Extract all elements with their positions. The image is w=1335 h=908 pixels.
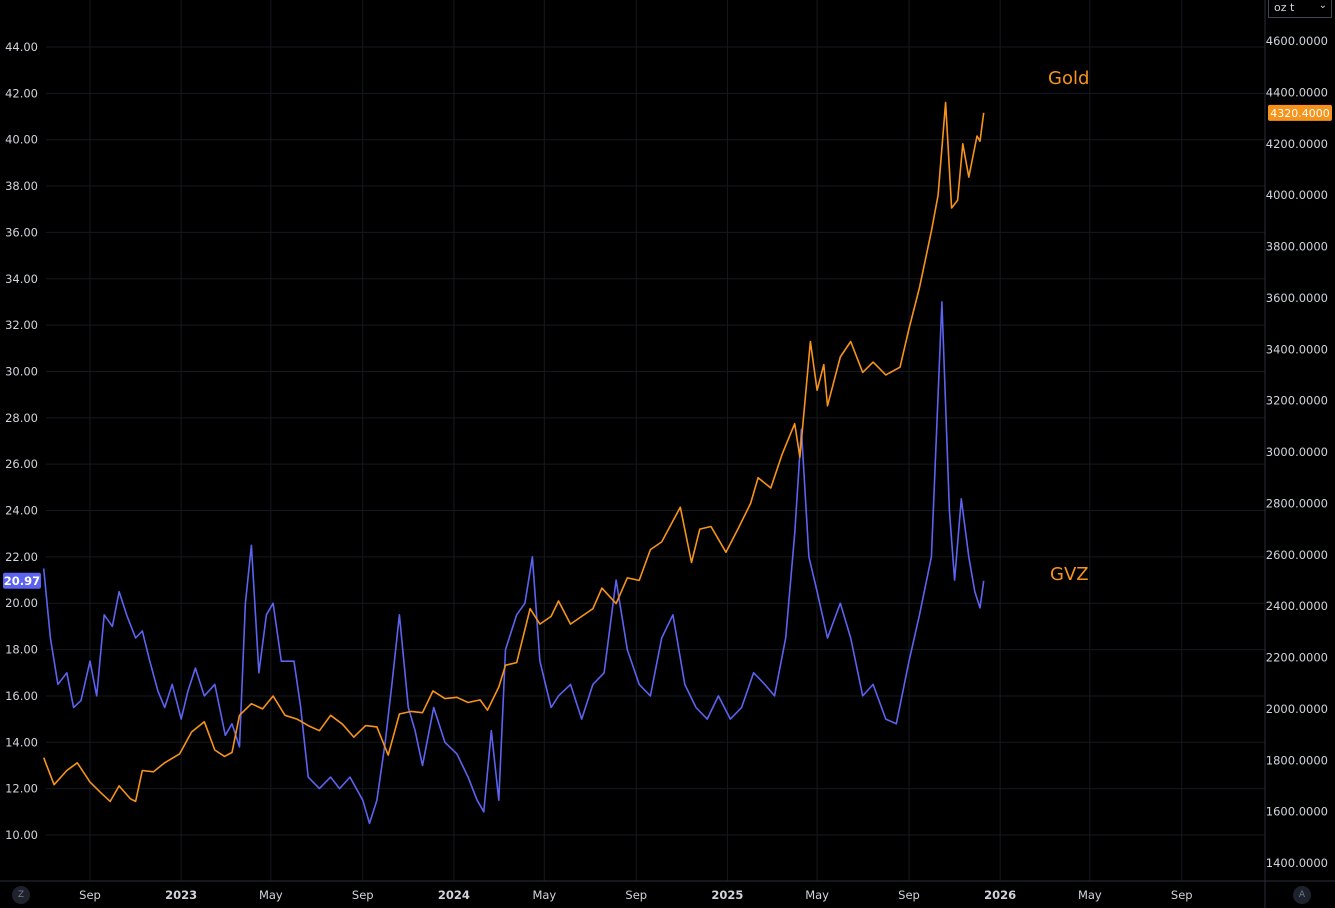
left-axis-tick-label: 14.00	[5, 735, 38, 749]
series-layer	[42, 101, 985, 825]
gvz-series-line	[42, 301, 985, 825]
right-axis-tick-label: 3400.0000	[1266, 342, 1328, 356]
left-axis-tick-label: 36.00	[5, 225, 38, 239]
time-axis-tick-label: Sep	[79, 888, 101, 902]
gvz-last-value-badge: 20.97	[3, 572, 41, 589]
right-axis-tick-label: 4000.0000	[1266, 188, 1328, 202]
time-axis-tick-label: Sep	[625, 888, 647, 902]
left-axis-tick-label: 10.00	[5, 828, 38, 842]
left-axis-tick-label: 24.00	[5, 504, 38, 518]
gold-last-value-badge: 4320.4000	[1268, 104, 1332, 121]
left-axis-tick-label: 22.00	[5, 550, 38, 564]
right-axis-tick-label: 4600.0000	[1266, 34, 1328, 48]
right-axis-tick-label: 1600.0000	[1266, 805, 1328, 819]
left-axis-tick-label: 34.00	[5, 272, 38, 286]
left-axis-tick-label: 12.00	[5, 782, 38, 796]
left-axis-tick-label: 28.00	[5, 411, 38, 425]
left-axis-tick-label: 20.00	[5, 596, 38, 610]
gold-series-line	[42, 101, 985, 803]
right-axis-tick-label: 3600.0000	[1266, 291, 1328, 305]
left-axis-tick-label: 30.00	[5, 364, 38, 378]
left-price-axis[interactable]: 10.00 12.00 14.00 16.00 18.00 20.00 22.00 24.00…	[5, 40, 38, 842]
time-axis-tick-label: 2023	[165, 888, 197, 902]
right-axis-tick-label: 3000.0000	[1266, 445, 1328, 459]
grid	[46, 0, 1265, 881]
time-axis-tick-label: May	[1078, 888, 1102, 902]
time-axis-tick-label: 2026	[984, 888, 1016, 902]
zoom-reset-button[interactable]: Z	[12, 886, 30, 904]
unit-selector-dropdown[interactable]: oz t ⌄	[1268, 0, 1332, 18]
chevron-down-icon: ⌄	[1318, 0, 1327, 11]
left-axis-tick-label: 16.00	[5, 689, 38, 703]
right-axis-tick-label: 3200.0000	[1266, 394, 1328, 408]
left-axis-tick-label: 32.00	[5, 318, 38, 332]
time-axis-tick-label: 2025	[711, 888, 743, 902]
time-axis-tick-label: 2024	[438, 888, 470, 902]
right-axis-tick-label: 4400.0000	[1266, 85, 1328, 99]
svg-text:20.97: 20.97	[4, 574, 40, 588]
right-axis-tick-label: 3800.0000	[1266, 240, 1328, 254]
left-axis-tick-label: 18.00	[5, 643, 38, 657]
right-axis-tick-label: 4200.0000	[1266, 137, 1328, 151]
unit-selector-label: oz t	[1274, 1, 1295, 14]
right-axis-tick-label: 2000.0000	[1266, 702, 1328, 716]
auto-scale-button[interactable]: A	[1293, 886, 1311, 904]
time-axis-tick-label: May	[259, 888, 283, 902]
right-axis-tick-label: 2200.0000	[1266, 651, 1328, 665]
left-axis-tick-label: 26.00	[5, 457, 38, 471]
left-axis-tick-label: 42.00	[5, 86, 38, 100]
left-axis-tick-label: 44.00	[5, 40, 38, 54]
time-axis-tick-label: May	[532, 888, 556, 902]
gold-series-label: Gold	[1048, 68, 1089, 89]
time-axis-tick-label: May	[805, 888, 829, 902]
left-axis-tick-label: 38.00	[5, 179, 38, 193]
time-axis-tick-label: Sep	[1171, 888, 1193, 902]
time-axis-tick-label: Sep	[898, 888, 920, 902]
left-axis-tick-label: 40.00	[5, 133, 38, 147]
right-axis-tick-label: 2400.0000	[1266, 599, 1328, 613]
right-axis-tick-label: 2800.0000	[1266, 496, 1328, 510]
right-axis-tick-label: 1800.0000	[1266, 753, 1328, 767]
gvz-series-label: GVZ	[1050, 564, 1089, 585]
right-axis-tick-label: 1400.0000	[1266, 856, 1328, 870]
time-axis-tick-label: Sep	[352, 888, 374, 902]
svg-text:4320.4000: 4320.4000	[1270, 107, 1330, 120]
right-axis-tick-label: 2600.0000	[1266, 548, 1328, 562]
time-axis[interactable]: Sep 2023 May Sep 2024 May Sep 2025 May Sep 2026 May…	[79, 888, 1192, 902]
right-price-axis[interactable]: 1400.0000 1600.0000 1800.0000 2000.0000 2200…	[1266, 34, 1328, 870]
